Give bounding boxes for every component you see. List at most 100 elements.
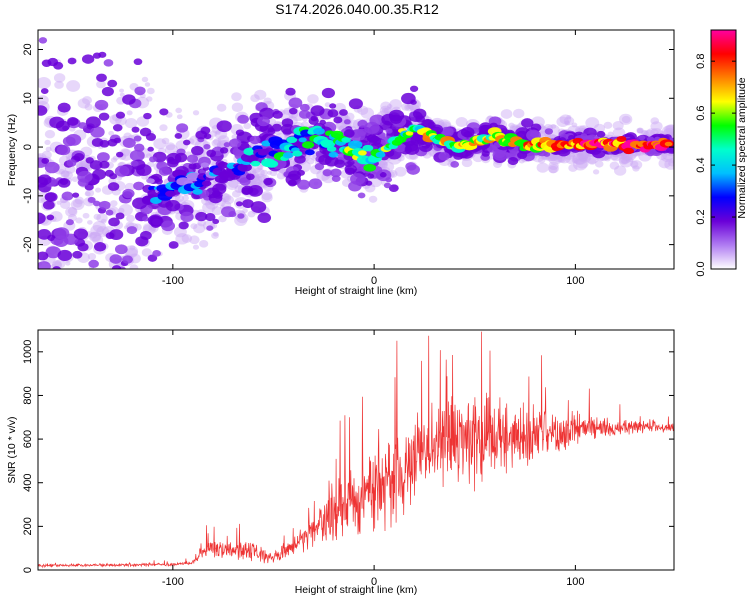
spectrogram-ridge-blob xyxy=(292,150,303,157)
spectrogram-noise-blob xyxy=(96,270,104,277)
spectrogram-energy-blob xyxy=(88,259,99,268)
spectrogram-noise-blob xyxy=(143,223,153,232)
spectrogram-noise-blob xyxy=(70,198,85,211)
spectrogram-noise-blob xyxy=(267,118,277,126)
spectrogram-energy-blob xyxy=(44,192,58,203)
spectrogram-noise-blob xyxy=(41,150,52,160)
spectrogram-noise-blob xyxy=(348,119,360,129)
spectrogram-energy-blob xyxy=(310,115,318,122)
spectrogram-energy-blob xyxy=(178,221,189,230)
spectrogram-energy-blob xyxy=(366,134,379,143)
spectrogram-noise-blob xyxy=(394,166,407,177)
spectrogram-noise-blob xyxy=(74,196,84,205)
spectrogram-noise-blob xyxy=(549,153,559,161)
spectrogram-energy-blob xyxy=(57,249,73,262)
spectrogram-energy-blob xyxy=(334,159,346,168)
spectrogram-noise-blob xyxy=(110,200,118,207)
spectrogram-energy-blob xyxy=(263,177,273,186)
spectrogram-noise-blob xyxy=(44,139,51,146)
spectrogram-noise-blob xyxy=(44,296,49,300)
spectrogram-noise-blob xyxy=(124,118,138,129)
spectrogram-energy-blob xyxy=(343,119,351,125)
spectrogram-noise-blob xyxy=(618,155,630,165)
spectrogram-energy-blob xyxy=(38,251,49,261)
spectrogram-noise-blob xyxy=(381,161,395,172)
spectrogram-ridge-blob xyxy=(375,151,386,158)
spectrogram-noise-blob xyxy=(139,312,145,317)
spectrogram-energy-blob xyxy=(339,109,348,116)
spectrogram-noise-blob xyxy=(139,301,151,311)
spectrogram-energy-blob xyxy=(108,217,120,227)
spectrogram-noise-blob xyxy=(575,157,589,169)
spectrogram-x-tick-label: 0 xyxy=(371,275,377,287)
spectrogram-noise-blob xyxy=(665,124,674,135)
spectrogram-noise-blob xyxy=(627,157,634,163)
spectrogram-energy-blob xyxy=(92,52,102,59)
spectrogram-energy-blob xyxy=(46,214,55,221)
spectrogram-noise-blob xyxy=(145,286,154,293)
spectrogram-noise-blob xyxy=(125,318,135,326)
spectrogram-noise-blob xyxy=(472,152,484,163)
spectrogram-noise-blob xyxy=(216,103,227,112)
spectrogram-energy-blob xyxy=(299,103,310,112)
colorbar-tick-label: 0.4 xyxy=(695,157,707,172)
spectrogram-noise-blob xyxy=(95,286,109,297)
spectrogram-energy-blob xyxy=(327,109,339,118)
snr-panel: -100 0 100 0 200 400 600 800 1000 Height of str… xyxy=(6,329,675,596)
spectrogram-noise-blob xyxy=(65,261,71,266)
spectrogram-energy-blob xyxy=(66,159,77,167)
spectrogram-ridge-blob xyxy=(217,161,229,169)
spectrogram-energy-blob xyxy=(409,85,419,92)
spectrogram-noise-blob xyxy=(660,151,674,163)
spectrogram-noise-blob xyxy=(381,107,389,114)
spectrogram-noise-blob xyxy=(96,80,106,89)
spectrogram-energy-blob xyxy=(330,168,342,178)
spectrogram-energy-blob xyxy=(257,212,272,224)
spectrogram-energy-blob xyxy=(115,212,125,220)
spectrogram-noise-blob xyxy=(199,240,209,248)
spectrogram-noise-blob xyxy=(231,92,242,102)
spectrogram-energy-blob xyxy=(85,116,101,129)
snr-y-tick-label: 800 xyxy=(22,386,34,404)
spectrogram-ridge-blob xyxy=(200,162,210,168)
spectrogram-noise-blob xyxy=(84,276,97,287)
spectrogram-noise-blob xyxy=(405,104,412,110)
spectrogram-energy-blob xyxy=(288,107,298,115)
spectrogram-noise-blob xyxy=(84,103,93,111)
spectrogram-energy-blob xyxy=(257,116,270,127)
spectrogram-noise-blob xyxy=(250,94,260,103)
snr-x-tick-label: 0 xyxy=(371,576,377,588)
spectrogram-noise-blob xyxy=(181,234,193,243)
colorbar: 0.0 0.2 0.4 0.6 0.8 Normalized spectral ampl… xyxy=(695,29,748,277)
spectrogram-energy-blob xyxy=(401,92,416,105)
spectrogram-energy-blob xyxy=(280,123,295,135)
snr-y-ticks: 0 200 400 600 800 1000 xyxy=(22,340,674,573)
spectrogram-ridge-blob xyxy=(348,140,363,150)
spectrogram-noise-blob xyxy=(63,271,74,281)
spectrogram-energy-blob xyxy=(135,296,145,304)
spectrogram-energy-blob xyxy=(103,59,114,67)
spectrogram-ridge-blob xyxy=(313,127,325,135)
spectrogram-noise-blob xyxy=(119,149,134,161)
spectrogram-energy-blob xyxy=(109,254,122,264)
spectrogram-energy-blob xyxy=(52,293,59,299)
spectrogram-energy-blob xyxy=(122,255,133,264)
spectrogram-noise-blob xyxy=(629,160,639,168)
spectrogram-noise-blob xyxy=(243,122,252,130)
spectrogram-energy-blob xyxy=(40,88,49,94)
spectrogram-noise-blob xyxy=(84,191,91,197)
spectrogram-noise-blob xyxy=(461,158,473,168)
spectrogram-noise-blob xyxy=(85,189,95,197)
spectrogram-energy-blob xyxy=(126,226,138,235)
spectrogram-noise-blob xyxy=(115,175,122,181)
spectrogram-energy-blob xyxy=(57,102,71,113)
spectrogram-energy-blob xyxy=(99,160,110,169)
spectrogram-noise-blob xyxy=(306,157,315,165)
spectrogram-energy-blob xyxy=(83,277,91,283)
spectrogram-energy-blob xyxy=(322,169,332,177)
spectrogram-noise-blob xyxy=(231,134,239,140)
spectrogram-noise-blob xyxy=(565,154,578,165)
spectrogram-noise-blob xyxy=(100,218,107,224)
spectrogram-energy-blob xyxy=(216,120,232,133)
